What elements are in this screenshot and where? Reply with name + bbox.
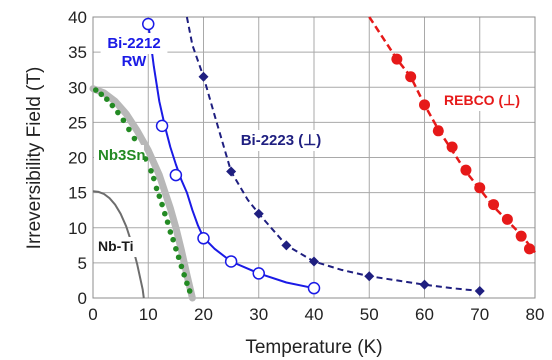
bi2212-point — [142, 17, 155, 31]
x-tick-label: 10 — [139, 305, 158, 324]
bi2223-point — [253, 208, 264, 219]
nb3sn-point — [178, 263, 185, 270]
y-tick-label: 35 — [68, 43, 87, 62]
bi2212-point — [252, 267, 265, 280]
nb3sn-point — [115, 109, 121, 116]
rebco-point — [460, 164, 472, 176]
rebco-point — [446, 141, 458, 153]
x-tick-label: 50 — [360, 305, 379, 324]
rebco-point — [405, 71, 417, 83]
nb3sn-point — [131, 135, 138, 142]
x-tick-label: 70 — [470, 305, 489, 324]
rebco-point — [515, 230, 527, 242]
bi2223-line — [185, 16, 480, 292]
series-label: Nb3Sn — [98, 147, 146, 164]
y-tick-label: 40 — [68, 8, 87, 27]
nb3sn-point — [170, 236, 176, 243]
nb3sn-point — [159, 201, 165, 208]
bi2223-point — [474, 285, 485, 296]
label-background — [121, 51, 147, 72]
bi2212-point — [224, 255, 238, 268]
y-tick-label: 25 — [68, 113, 87, 132]
series-label: RW — [122, 53, 148, 70]
bi2212-point — [169, 168, 183, 182]
bi2212-line — [147, 23, 315, 290]
rebco-point — [488, 199, 500, 211]
nb3sn-point — [181, 272, 187, 278]
nb3sn-point — [164, 219, 171, 225]
x-tick-label: 20 — [194, 305, 213, 324]
rebco-point — [391, 53, 403, 65]
bi2223-point — [281, 240, 292, 251]
nb3sn-point — [184, 280, 190, 287]
x-tick-label: 40 — [305, 305, 324, 324]
x-tick-label: 30 — [249, 305, 268, 324]
label-background — [100, 33, 168, 54]
y-tick-label: 20 — [68, 149, 87, 168]
bi2223-point — [419, 279, 430, 290]
x-axis-label: Temperature (K) — [245, 337, 382, 358]
rebco-point — [501, 213, 513, 225]
x-tick-label: 60 — [415, 305, 434, 324]
bi2223-point — [309, 256, 319, 267]
series-label: Nb-Ti — [98, 238, 134, 254]
rebco-point — [474, 182, 486, 194]
y-tick-labels: 0 5 10 15 20 25 30 35 40 — [68, 8, 87, 308]
nbti-line — [92, 190, 145, 299]
nb3sn-point — [162, 210, 168, 217]
bi2212-point — [197, 232, 210, 245]
y-tick-label: 15 — [68, 184, 87, 203]
series-label: Bi-2223 (⊥) — [241, 132, 322, 149]
nb3sn-point — [186, 288, 193, 294]
series-label: REBCO (⊥) — [444, 92, 520, 108]
nb3sn-point — [150, 175, 157, 182]
nb3sn-point — [167, 229, 174, 235]
x-tick-label: 80 — [526, 305, 545, 324]
bi2223-point — [364, 271, 375, 282]
rebco-point — [523, 243, 535, 255]
nb3sn-point — [173, 246, 179, 252]
label-background — [442, 91, 522, 111]
nb3sn-point — [153, 185, 160, 192]
rebco-point — [432, 125, 444, 137]
nb3sn-point — [104, 96, 110, 102]
y-tick-label: 5 — [78, 254, 87, 273]
nb3sn-point — [148, 168, 154, 174]
y-tick-label: 10 — [68, 219, 87, 238]
chart-grid — [92, 16, 536, 299]
label-background — [94, 145, 144, 166]
y-tick-label: 30 — [68, 78, 87, 97]
label-background — [230, 130, 332, 151]
nb3sn-band — [89, 85, 196, 302]
rebco-point — [419, 99, 430, 111]
y-tick-label: 0 — [78, 289, 87, 308]
bi2223-point — [198, 71, 209, 82]
y-axis-label: Irreversibility Field (T) — [24, 67, 45, 250]
bi2212-point — [155, 119, 169, 133]
nb3sn-point — [92, 87, 99, 93]
nb3sn-point — [98, 91, 105, 98]
series-label: Bi-2212 — [107, 35, 160, 52]
plot-frame — [92, 16, 536, 299]
nb3sn-point — [126, 126, 132, 133]
nb3sn-point — [175, 254, 182, 261]
nb3sn-point — [109, 102, 116, 109]
nb3sn-point — [142, 156, 149, 162]
nb3sn-point — [156, 193, 163, 199]
x-tick-labels: 0 10 20 30 40 50 60 70 80 — [88, 305, 544, 324]
bi2223-point — [226, 166, 237, 177]
nb3sn-point — [120, 117, 127, 124]
bi2212-point — [307, 281, 321, 295]
label-background — [94, 237, 142, 257]
x-tick-label: 0 — [88, 305, 97, 324]
series-layer — [89, 16, 536, 302]
